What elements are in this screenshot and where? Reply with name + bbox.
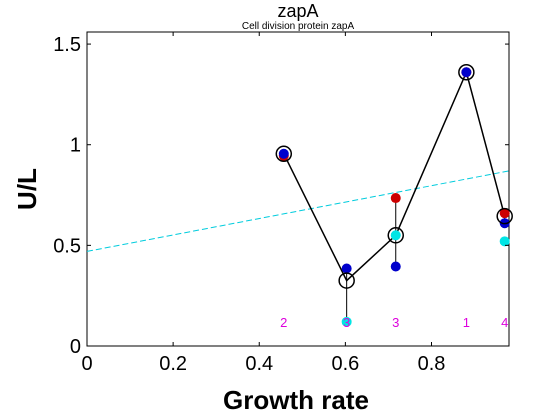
count-annotation: 4	[501, 315, 508, 330]
cyan-dot	[499, 236, 510, 247]
y-tick-label: 1.5	[53, 34, 81, 56]
main-series-marker	[496, 207, 513, 225]
x-axis-label: Growth rate	[223, 385, 369, 415]
ticks-layer: 0 0.2 0.4 0.6 0.8 0 0.5 1 1.5	[53, 32, 509, 375]
main-series-marker	[387, 227, 404, 244]
count-annotation: 1	[463, 315, 470, 330]
cyan-dot	[390, 230, 401, 241]
y-tick-label: 0	[70, 336, 81, 358]
blue-dot	[461, 67, 472, 78]
y-axis-label: U/L	[12, 168, 42, 210]
x-tick-label: 0.8	[418, 353, 446, 375]
x-tick-label: 0	[81, 353, 92, 375]
chart-title: zapA	[277, 1, 318, 21]
dots-layer	[275, 64, 513, 327]
red-dot	[390, 193, 401, 204]
x-tick-label: 0.2	[159, 353, 187, 375]
main-series-marker	[338, 272, 355, 289]
x-tick-label: 0.6	[331, 353, 359, 375]
count-annotation: 3	[343, 315, 350, 330]
main-series-marker	[275, 145, 293, 163]
blue-dot	[341, 263, 352, 274]
y-tick-label: 1	[70, 135, 81, 157]
plot-area	[86, 31, 510, 347]
x-tick-label: 0.4	[245, 353, 273, 375]
red-dot	[499, 208, 510, 219]
main-series-marker	[458, 64, 475, 81]
blue-dot	[390, 261, 401, 272]
annotation-layer: 2 3 3 1 4	[280, 315, 508, 330]
cyan-dot	[341, 316, 352, 327]
count-annotation: 3	[392, 315, 399, 330]
count-annotation: 2	[280, 315, 287, 330]
y-tick-label: 0.5	[53, 235, 81, 257]
blue-dot	[278, 148, 289, 159]
chart-subtitle: Cell division protein zapA	[242, 21, 355, 32]
